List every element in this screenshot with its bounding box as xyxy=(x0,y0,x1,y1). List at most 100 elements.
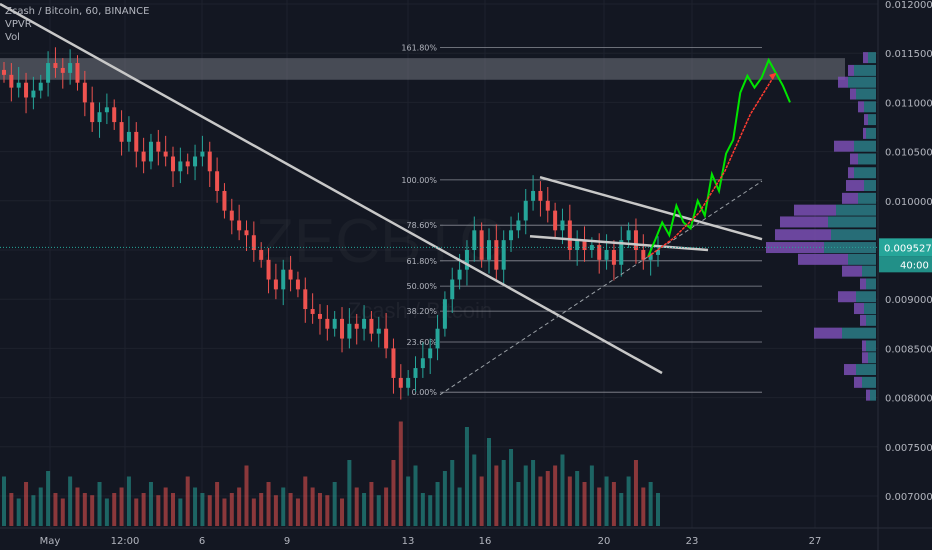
volume-bar xyxy=(17,499,21,527)
candle-body xyxy=(575,240,579,250)
vpvr-bar-down xyxy=(846,180,864,191)
candle-body xyxy=(516,220,520,230)
candle-body xyxy=(605,250,609,260)
volume-bar xyxy=(112,493,116,526)
vpvr-bar-down xyxy=(850,153,858,164)
indicator-vpvr[interactable]: VPVR xyxy=(5,18,149,31)
candle-body xyxy=(90,102,94,122)
volume-bar xyxy=(355,488,359,527)
candle-body xyxy=(303,289,307,309)
price-tick-label: 0.007500 xyxy=(885,443,932,454)
candle-body xyxy=(244,230,248,235)
price-tick-label: 0.007000 xyxy=(885,492,932,503)
candle-body xyxy=(340,319,344,339)
volume-bar xyxy=(274,495,278,526)
fib-level-label: 23.60% xyxy=(406,338,437,347)
volume-bar xyxy=(9,493,13,526)
volume-bar xyxy=(186,477,190,527)
candle-body xyxy=(274,280,278,290)
candle-body xyxy=(98,112,102,122)
candle-body xyxy=(105,107,109,112)
candle-body xyxy=(112,107,116,122)
volume-bar xyxy=(2,477,6,527)
time-tick-label: 23 xyxy=(686,536,699,547)
vpvr-bar-down xyxy=(854,303,864,314)
volume-bar xyxy=(546,471,550,526)
volume-bar xyxy=(171,493,175,526)
volume-bar xyxy=(252,499,256,527)
volume-bar xyxy=(244,466,248,527)
volume-bar xyxy=(156,495,160,526)
candle-body xyxy=(318,314,322,319)
vpvr-bar-up xyxy=(842,328,876,339)
volume-bar xyxy=(325,495,329,526)
volume-bar xyxy=(164,488,168,527)
vpvr-bar-up xyxy=(854,141,876,152)
vpvr-bar-up xyxy=(856,364,876,375)
candle-body xyxy=(568,220,572,250)
volume-bar xyxy=(568,477,572,527)
fib-level-label: 78.60% xyxy=(406,221,437,230)
candle-body xyxy=(39,83,43,91)
vpvr-bar-down xyxy=(844,364,856,375)
volume-bar xyxy=(296,499,300,527)
volume-bar xyxy=(649,482,653,526)
volume-bar xyxy=(149,482,153,526)
price-tick-label: 0.011500 xyxy=(885,49,932,60)
vpvr-bar-down xyxy=(864,114,868,125)
volume-bar xyxy=(259,493,263,526)
volume-bar xyxy=(509,449,513,526)
vpvr-bar-up xyxy=(866,340,876,351)
candle-body xyxy=(2,70,6,75)
vpvr-bar-up xyxy=(866,278,876,289)
vpvr-bar-down xyxy=(848,167,854,178)
candle-body xyxy=(237,220,241,230)
vpvr-bar-down xyxy=(863,52,868,63)
volume-bar xyxy=(134,499,138,527)
volume-bar xyxy=(612,482,616,526)
candle-body xyxy=(384,329,388,349)
vpvr-bar-down xyxy=(860,315,866,326)
indicator-vol[interactable]: Vol xyxy=(5,31,149,44)
candle-body xyxy=(53,63,57,68)
volume-bar xyxy=(450,460,454,526)
candle-body xyxy=(362,319,366,329)
candle-body xyxy=(208,152,212,172)
price-tick-label: 0.010000 xyxy=(885,197,932,208)
candle-body xyxy=(406,378,410,388)
candle-body xyxy=(83,83,87,103)
candle-body xyxy=(186,161,190,166)
candle-body xyxy=(178,161,182,171)
candle-body xyxy=(24,83,28,98)
current-price-label: 0.009527 xyxy=(884,243,932,254)
candle-body xyxy=(369,319,373,334)
volume-bar xyxy=(480,477,484,527)
volume-bar xyxy=(46,471,50,526)
volume-bar xyxy=(215,482,219,526)
volume-bar xyxy=(458,488,462,527)
volume-bar xyxy=(61,499,65,527)
volume-bar xyxy=(289,493,293,526)
candle-body xyxy=(458,270,462,280)
volume-bar xyxy=(619,493,623,526)
vpvr-bar-down xyxy=(842,266,862,277)
countdown-label: 40:00 xyxy=(900,260,929,271)
vpvr-bar-up xyxy=(836,205,876,216)
volume-bar xyxy=(208,495,212,526)
symbol-title[interactable]: Zcash / Bitcoin, 60, BINANCE xyxy=(5,5,149,18)
vpvr-bar-down xyxy=(842,193,858,204)
volume-bar xyxy=(90,495,94,526)
volume-bar xyxy=(656,493,660,526)
candle-body xyxy=(75,63,79,83)
candle-body xyxy=(377,329,381,334)
volume-bar xyxy=(362,493,366,526)
vpvr-bar-down xyxy=(794,205,836,216)
fib-level-label: 61.80% xyxy=(406,257,437,266)
vpvr-bar-down xyxy=(814,328,842,339)
volume-bar xyxy=(39,488,43,527)
vpvr-bar-up xyxy=(848,77,876,88)
vpvr-bar-up xyxy=(864,101,876,112)
volume-bar xyxy=(142,493,146,526)
